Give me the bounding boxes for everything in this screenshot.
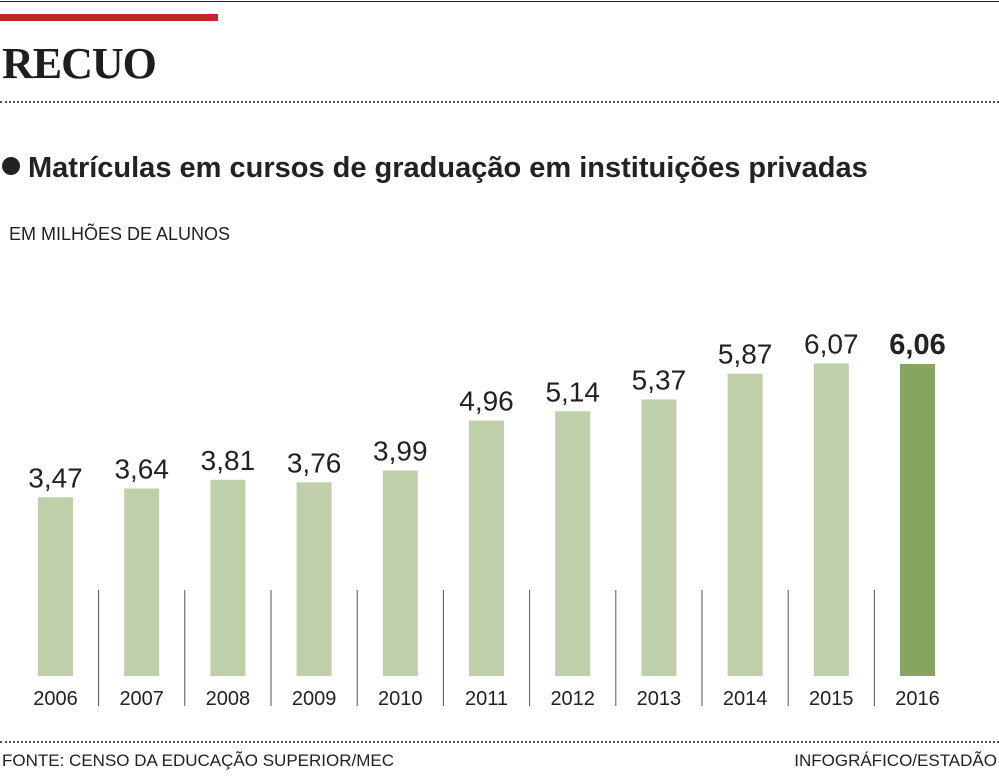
x-tick-label: 2011 — [465, 688, 508, 710]
value-label: 5,87 — [718, 339, 773, 370]
value-label: 3,99 — [373, 436, 428, 467]
value-label: 6,07 — [804, 328, 859, 359]
page-title: RECUO — [2, 39, 157, 88]
bar-2007 — [124, 488, 160, 676]
value-label: 5,14 — [545, 376, 600, 407]
value-label: 5,37 — [632, 364, 687, 395]
bar-2013 — [641, 399, 677, 676]
bar-2010 — [382, 470, 418, 676]
bar-2015 — [813, 363, 849, 676]
bar-chart: 3,47 2006 3,64 2007 3,81 2008 3,76 2009 3,99 2010… — [28, 328, 945, 710]
value-label: 3,81 — [201, 445, 256, 476]
unit-label: EM MILHÕES DE ALUNOS — [9, 224, 231, 244]
credit-note: INFOGRÁFICO/ESTADÃO — [794, 751, 997, 770]
footer-divider — [0, 741, 999, 743]
value-label: 3,64 — [114, 454, 169, 485]
dotted-divider — [0, 101, 999, 103]
chart-title-text: Matrículas em cursos de graduação em ins… — [28, 152, 868, 184]
x-tick-label: 2006 — [33, 688, 78, 710]
bar-2016 — [900, 363, 935, 676]
x-tick-label: 2008 — [206, 688, 251, 710]
value-label: 3,47 — [28, 462, 83, 493]
bullet-icon — [2, 157, 20, 175]
x-tick-label: 2009 — [292, 688, 337, 710]
source-note: FONTE: CENSO DA EDUCAÇÃO SUPERIOR/MEC — [2, 751, 394, 770]
bar-2006 — [38, 497, 73, 676]
x-tick-label: 2015 — [809, 688, 854, 710]
x-tick-label: 2010 — [378, 688, 423, 710]
chart-title: Matrículas em cursos de graduação em ins… — [2, 152, 868, 185]
top-rule — [0, 1, 999, 2]
bar-2014 — [727, 373, 763, 676]
bar-2011 — [469, 420, 504, 676]
value-label: 4,96 — [459, 386, 514, 417]
x-tick-label: 2016 — [895, 688, 940, 710]
red-accent-bar — [0, 14, 218, 21]
bar-2009 — [296, 482, 332, 676]
x-tick-label: 2012 — [550, 688, 595, 710]
bar-2008 — [210, 479, 246, 676]
x-tick-label: 2007 — [119, 688, 164, 710]
x-tick-label: 2013 — [637, 688, 682, 710]
value-label: 6,06 — [889, 329, 945, 361]
x-tick-label: 2014 — [723, 688, 768, 710]
bar-2012 — [555, 411, 591, 676]
value-label: 3,76 — [287, 447, 342, 478]
